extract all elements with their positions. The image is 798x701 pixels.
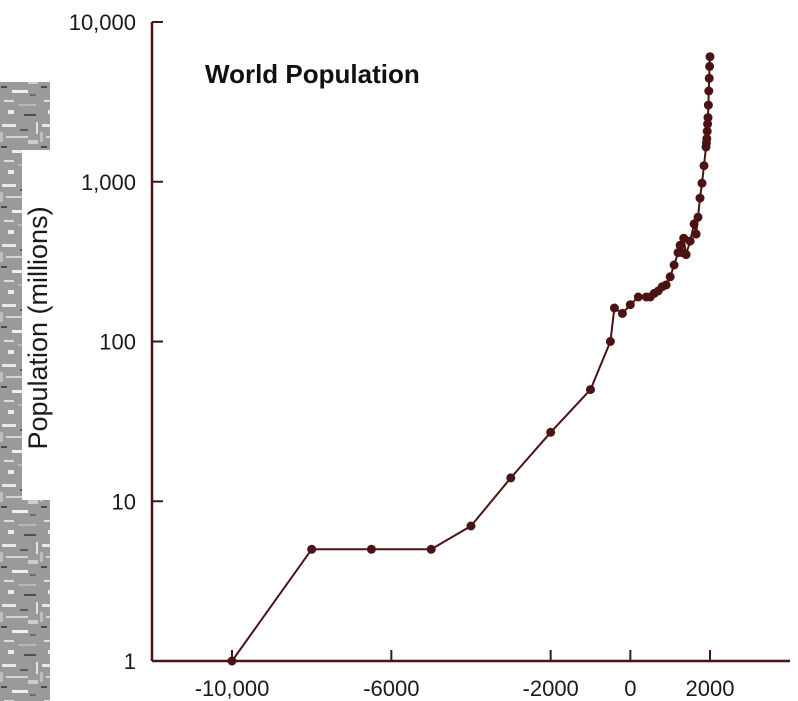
data-point	[691, 229, 701, 239]
data-point	[705, 61, 715, 71]
x-tick-label: -6000	[363, 676, 419, 701]
data-point	[605, 337, 615, 346]
y-tick-label: 1,000	[81, 170, 136, 195]
x-tick-label: 2000	[686, 676, 735, 701]
ylabel-backdrop	[22, 150, 52, 500]
data-point	[625, 300, 635, 310]
data-point	[703, 119, 713, 129]
y-tick-label: 1	[124, 649, 136, 674]
x-tick-label: -2000	[523, 676, 579, 701]
data-point	[703, 100, 713, 110]
data-point	[227, 656, 237, 666]
data-point	[695, 193, 705, 203]
data-point	[586, 385, 595, 395]
chart-title: World Population	[205, 59, 420, 89]
data-point	[702, 126, 712, 136]
data-point	[307, 544, 317, 554]
data-point	[675, 240, 685, 250]
y-tick-label: 10,000	[69, 10, 136, 35]
data-point	[366, 544, 376, 554]
data-point	[685, 236, 695, 246]
x-tick-label: 0	[624, 676, 636, 701]
y-tick-label: 10	[112, 489, 136, 514]
data-point	[661, 280, 671, 290]
data-point	[693, 212, 703, 222]
x-axis-ticks: -10,000 -6000 -2000 0 2000	[195, 650, 735, 701]
x-tick-label: -10,000	[195, 676, 270, 701]
data-point	[697, 178, 707, 188]
data-point	[681, 250, 691, 260]
data-point	[665, 272, 675, 282]
data-point	[669, 260, 679, 270]
data-point	[699, 161, 709, 171]
y-tick-label: 100	[99, 330, 136, 355]
plot-background	[140, 0, 798, 701]
data-point	[703, 113, 713, 123]
data-point	[705, 52, 715, 62]
y-axis-label: Population (millions)	[23, 206, 53, 449]
data-point	[466, 521, 476, 531]
y-axis-ticks: 1 10 100 1,000 10,000	[69, 10, 163, 674]
tick-label-backdrop	[50, 0, 150, 701]
data-point	[546, 427, 556, 437]
data-point	[506, 473, 516, 483]
series-layer	[227, 52, 715, 666]
data-point	[426, 544, 436, 554]
data-point	[689, 219, 699, 229]
data-point	[617, 308, 627, 318]
data-point	[704, 73, 714, 83]
data-point	[609, 303, 619, 313]
data-point	[702, 134, 712, 144]
data-point	[633, 292, 643, 302]
data-point	[704, 86, 714, 96]
